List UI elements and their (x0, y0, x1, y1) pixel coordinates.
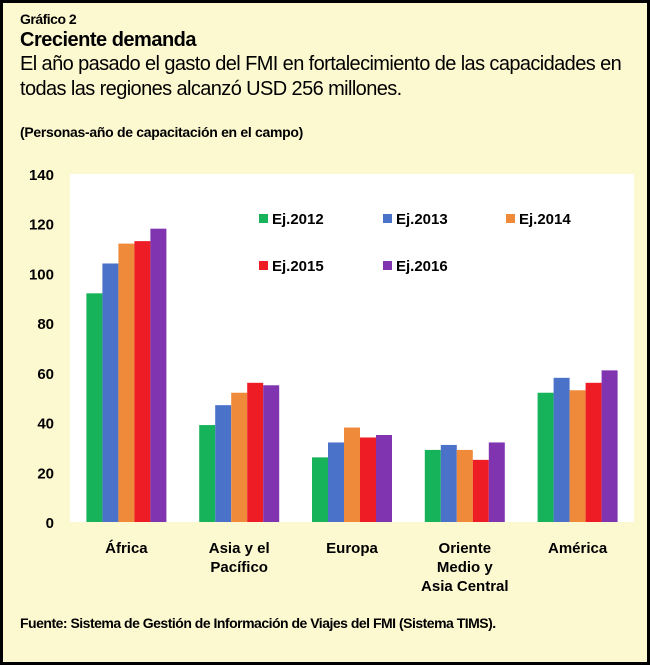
bar (569, 390, 586, 522)
legend-swatch (383, 214, 392, 223)
category-label: Medio y (437, 559, 493, 576)
y-tick-label: 20 (37, 465, 54, 482)
bar (456, 449, 473, 522)
chart-subtitle: El año pasado el gasto del FMI en fortal… (20, 53, 622, 100)
bar (344, 427, 360, 522)
bar (440, 444, 457, 522)
bar (488, 442, 505, 522)
y-tick-label: 0 (46, 515, 54, 532)
bar (312, 457, 328, 522)
bar (247, 382, 264, 522)
y-tick-label: 120 (29, 217, 54, 234)
chart-title: Creciente demanda (20, 29, 197, 51)
category-label: Pacífico (210, 559, 268, 576)
bar (360, 437, 376, 522)
y-tick-label: 100 (29, 266, 54, 283)
category-label: Asia y el (209, 540, 270, 557)
bar (553, 377, 570, 522)
bar (102, 263, 119, 522)
legend-label: Ej.2015 (272, 258, 324, 275)
category-label: América (548, 540, 608, 557)
bar (376, 435, 392, 522)
bar (424, 449, 441, 522)
bar (231, 392, 248, 522)
category-label: África (105, 540, 148, 557)
category-label: Asia Central (421, 578, 509, 595)
bar (537, 392, 554, 522)
unit-note: (Personas-año de capacitación en el camp… (20, 124, 304, 140)
bar-chart: 0 20 40 60 80 100 120 140 África Asia y el Pacífic… (29, 167, 618, 595)
y-tick-label: 140 (29, 167, 54, 184)
bar (601, 370, 618, 522)
source-note: Fuente: Sistema de Gestión de Informació… (20, 615, 496, 631)
category-label: Oriente (439, 540, 492, 557)
legend-swatch (259, 214, 268, 223)
legend-swatch (506, 214, 515, 223)
legend-label: Ej.2014 (519, 211, 571, 228)
bar (86, 293, 103, 522)
legend-swatch (259, 261, 268, 270)
bar (328, 442, 344, 522)
bar (585, 382, 602, 522)
bar (199, 425, 216, 522)
legend-label: Ej.2016 (396, 258, 448, 275)
bar (263, 385, 280, 522)
legend-label: Ej.2012 (272, 211, 324, 228)
bar (118, 243, 135, 522)
bar (134, 241, 151, 522)
figure-label: Gráfico 2 (20, 11, 77, 27)
bar (150, 228, 167, 522)
bar (472, 459, 489, 522)
y-tick-label: 60 (37, 366, 54, 383)
legend-swatch (383, 261, 392, 270)
legend-label: Ej.2013 (396, 211, 448, 228)
y-tick-label: 80 (37, 316, 54, 333)
y-tick-label: 40 (37, 416, 54, 433)
bar (215, 405, 232, 522)
category-label: Europa (326, 540, 378, 557)
